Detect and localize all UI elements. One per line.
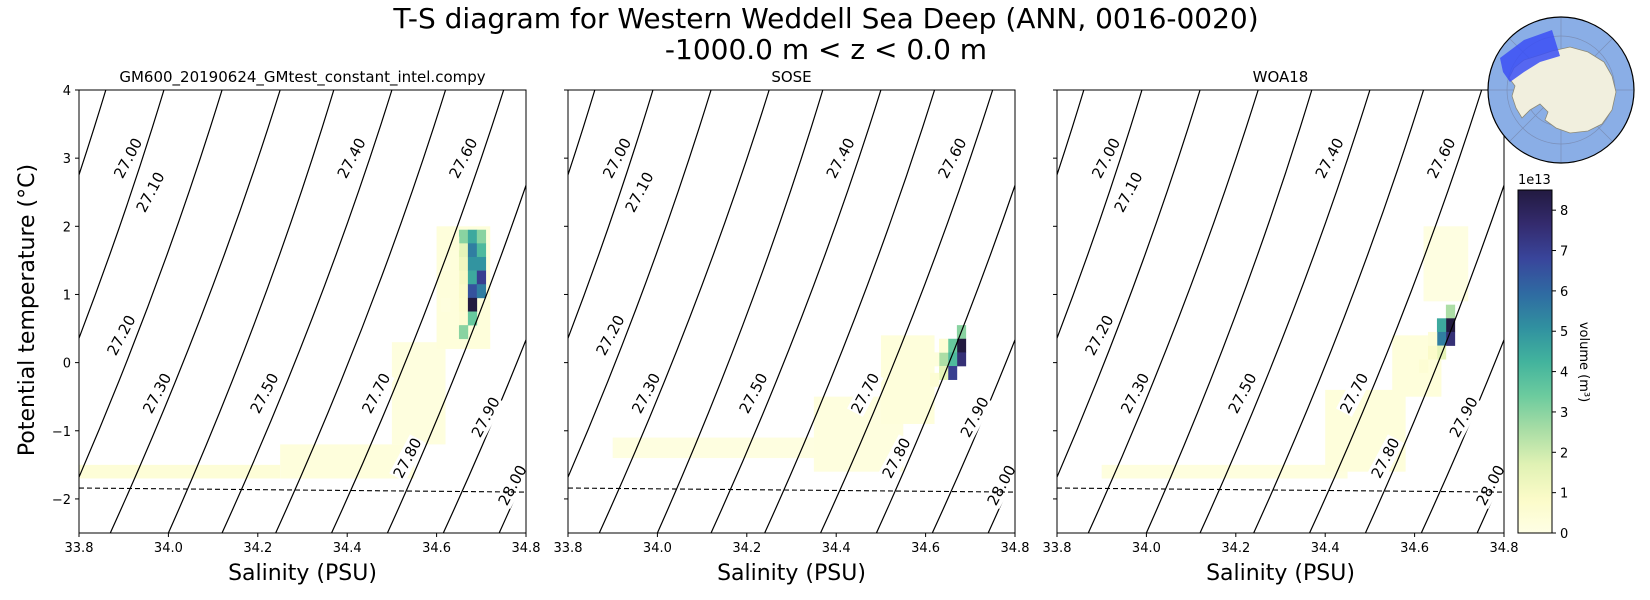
heatmap-cell <box>459 298 468 312</box>
heatmap-haze <box>392 342 446 444</box>
x-tick-label: 34.0 <box>1132 541 1161 556</box>
heatmap-cell <box>459 243 468 257</box>
heatmap-cell <box>459 230 468 244</box>
heatmap-cell <box>468 230 477 244</box>
heatmap-cell <box>459 271 468 285</box>
heatmap-cell <box>450 271 459 285</box>
x-tick-label: 34.6 <box>1400 541 1429 556</box>
x-tick-label: 33.8 <box>554 541 583 556</box>
colorbar-tick-label: 3 <box>1560 406 1568 421</box>
heatmap-cell <box>948 366 957 380</box>
x-tick-label: 34.8 <box>512 541 541 556</box>
heatmap-cell <box>939 352 948 366</box>
figure-title: T-S diagram for Western Weddell Sea Deep… <box>392 2 1258 35</box>
colorbar-tick-label: 1 <box>1560 487 1568 502</box>
y-tick-label: −2 <box>52 493 71 508</box>
y-tick-label: −1 <box>52 425 71 440</box>
x-tick-label: 34.0 <box>643 541 672 556</box>
colorbar-label: volume (m³) <box>1576 322 1591 402</box>
figure-subtitle: -1000.0 m < z < 0.0 m <box>665 33 987 66</box>
x-tick-label: 34.8 <box>1490 541 1519 556</box>
colorbar-ticks: 0 1 2 3 4 5 6 7 8 <box>1552 204 1568 542</box>
heatmap-cell <box>468 298 477 312</box>
heatmap-cell <box>468 271 477 285</box>
heatmap-cell <box>459 312 468 326</box>
heatmap-cell <box>450 312 459 326</box>
x-axis-label: Salinity (PSU) <box>228 561 377 586</box>
heatmap-cell <box>1428 346 1437 360</box>
x-tick-label: 34.6 <box>911 541 940 556</box>
heatmap-cell <box>957 352 966 366</box>
x-tick-label: 34.0 <box>154 541 183 556</box>
heatmap-cell <box>939 339 948 353</box>
heatmap-cell <box>477 243 486 257</box>
x-tick-label: 34.4 <box>333 541 362 556</box>
colorbar-tick-label: 7 <box>1560 245 1568 260</box>
x-tick-label: 34.2 <box>732 541 761 556</box>
y-tick-label: 0 <box>63 357 71 372</box>
heatmap-cell <box>441 298 450 312</box>
heatmap-cell <box>477 284 486 298</box>
heatmap-cell <box>921 386 930 400</box>
panel-title: SOSE <box>771 68 811 86</box>
heatmap-cell <box>1446 305 1455 319</box>
panel-title: GM600_20190624_GMtest_constant_intel.com… <box>119 68 485 87</box>
heatmap-cell <box>468 243 477 257</box>
colorbar-tick-label: 5 <box>1560 325 1568 340</box>
colorbar-tick-label: 6 <box>1560 285 1568 300</box>
y-tick-label: 1 <box>63 288 71 303</box>
heatmap-cell <box>930 373 939 387</box>
heatmap-cell <box>477 257 486 271</box>
x-axis-label: Salinity (PSU) <box>1206 561 1355 586</box>
heatmap-haze <box>881 335 935 424</box>
colorbar-tick-label: 2 <box>1560 446 1568 461</box>
colorbar-tick-label: 4 <box>1560 366 1568 381</box>
x-tick-label: 33.8 <box>1043 541 1072 556</box>
x-tick-label: 33.8 <box>65 541 94 556</box>
y-axis-label: Potential temperature (°C) <box>15 164 40 456</box>
x-tick-label: 34.4 <box>1311 541 1340 556</box>
x-tick-label: 34.2 <box>243 541 272 556</box>
panels: 27.0027.1027.2027.3027.4027.5027.6027.70… <box>0 68 1647 586</box>
heatmap-cell <box>477 271 486 285</box>
panel-title: WOA18 <box>1253 68 1309 86</box>
inset-map <box>1488 17 1634 163</box>
heatmap-cell <box>1437 332 1446 346</box>
plot-area: 27.0027.1027.2027.3027.4027.5027.6027.70… <box>429 90 1158 533</box>
heatmap-cell <box>459 325 468 339</box>
ts-panel: 27.0027.1027.2027.3027.4027.5027.6027.70… <box>429 68 1158 586</box>
heatmap-cell <box>1437 318 1446 332</box>
colorbar-gradient <box>1518 190 1552 533</box>
x-axis-label: Salinity (PSU) <box>717 561 866 586</box>
x-tick-label: 34.6 <box>422 541 451 556</box>
x-tick-label: 34.2 <box>1221 541 1250 556</box>
colorbar-tick-label: 0 <box>1560 527 1568 542</box>
heatmap-cell <box>468 257 477 271</box>
ts-figure: T-S diagram for Western Weddell Sea Deep… <box>0 0 1650 600</box>
heatmap-cell <box>459 257 468 271</box>
heatmap-haze <box>1424 226 1469 301</box>
heatmap-haze <box>79 465 280 479</box>
heatmap-cell <box>477 230 486 244</box>
colorbar-exponent: 1e13 <box>1518 173 1551 188</box>
heatmap-cell <box>1419 373 1428 387</box>
colorbar-tick-label: 8 <box>1560 204 1568 219</box>
heatmap-cell <box>1419 359 1428 373</box>
y-tick-label: 2 <box>63 220 71 235</box>
y-tick-label: 3 <box>63 152 71 167</box>
x-tick-label: 34.8 <box>1001 541 1030 556</box>
colorbar: 1e13 0 1 2 3 4 5 6 7 8 volume (m³) <box>1518 173 1591 542</box>
heatmap-cell <box>1428 332 1437 346</box>
heatmap-cell <box>459 284 468 298</box>
y-tick-label: 4 <box>63 84 71 99</box>
heatmap-cell <box>930 352 939 366</box>
heatmap-cell <box>468 284 477 298</box>
x-tick-label: 34.4 <box>822 541 851 556</box>
